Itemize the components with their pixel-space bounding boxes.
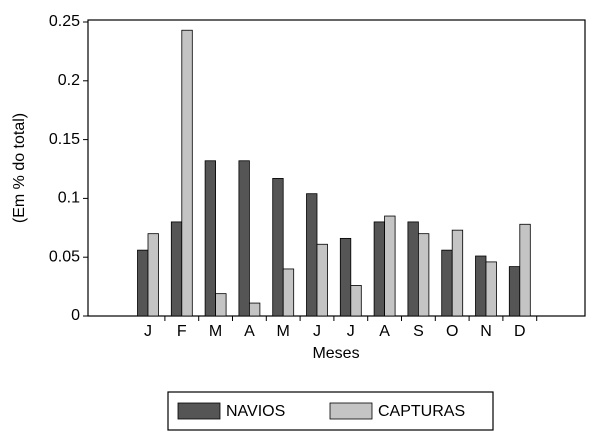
y-tick-label: 0.05 <box>49 248 80 265</box>
bar <box>384 215 396 317</box>
y-tick-label: 0.2 <box>58 72 80 89</box>
bar <box>407 221 419 317</box>
x-tick-label: J <box>347 323 355 340</box>
x-axis-label: Meses <box>312 345 359 362</box>
bar <box>306 193 318 317</box>
bar <box>137 249 149 317</box>
bar <box>170 221 183 317</box>
y-tick-label: 0 <box>71 307 80 324</box>
legend-box <box>167 391 494 431</box>
bar <box>373 221 386 317</box>
y-tick-label: 0.25 <box>49 13 80 30</box>
plot-frame <box>87 19 586 317</box>
bar <box>451 229 464 317</box>
bar <box>519 223 531 317</box>
y-axis-label: (Em % do total) <box>11 113 28 223</box>
x-tick-label: M <box>277 323 290 340</box>
legend-label: CAPTURAS <box>378 403 465 420</box>
bar <box>181 29 193 317</box>
legend-swatch <box>177 402 221 420</box>
bar <box>339 237 352 317</box>
bar <box>282 268 295 317</box>
x-tick-label: J <box>144 323 152 340</box>
y-tick-label: 0.1 <box>58 190 80 207</box>
bar <box>215 293 227 317</box>
bar <box>475 255 487 317</box>
bar <box>238 160 250 317</box>
x-tick-label: J <box>313 323 321 340</box>
bar <box>441 249 453 317</box>
bar <box>147 233 159 317</box>
bar <box>204 160 217 317</box>
bar <box>350 285 362 317</box>
bar <box>508 266 521 317</box>
bar <box>316 243 328 317</box>
x-tick-label: O <box>446 323 458 340</box>
bar <box>417 233 430 317</box>
x-tick-label: S <box>413 323 424 340</box>
bar <box>272 178 284 317</box>
x-tick-label: N <box>480 323 492 340</box>
bar <box>248 302 261 317</box>
legend-swatch <box>329 402 373 420</box>
x-tick-label: A <box>379 323 390 340</box>
x-tick-label: D <box>514 323 526 340</box>
x-tick-label: F <box>177 323 187 340</box>
x-tick-label: A <box>244 323 255 340</box>
legend-label: NAVIOS <box>226 403 285 420</box>
x-tick-label: M <box>209 323 222 340</box>
bar <box>485 261 497 317</box>
y-tick-label: 0.15 <box>49 131 80 148</box>
